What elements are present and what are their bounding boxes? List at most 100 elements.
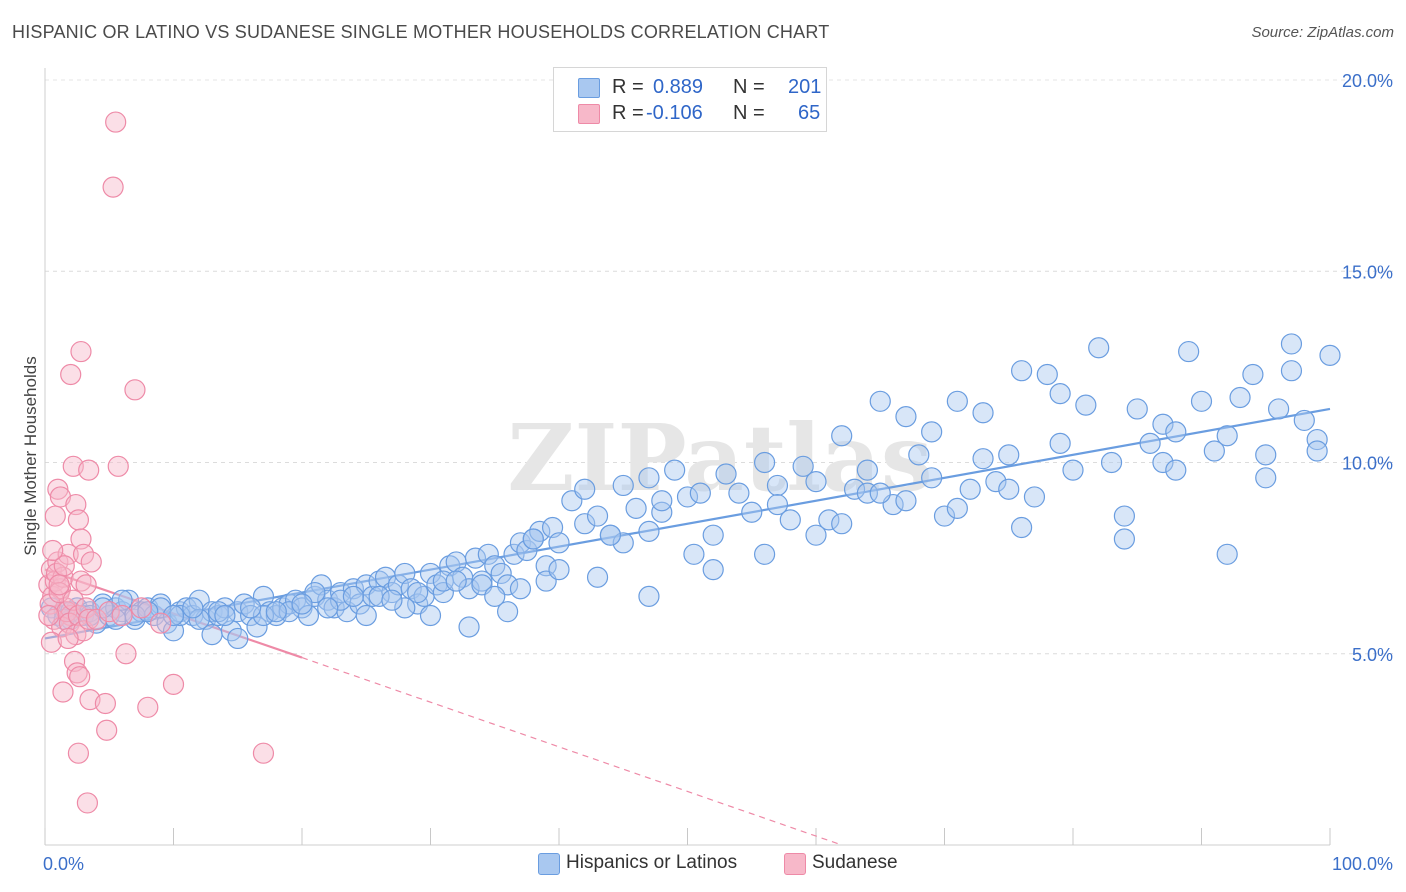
data-point bbox=[805, 471, 827, 493]
data-point bbox=[972, 448, 994, 470]
data-point bbox=[233, 593, 255, 615]
data-points bbox=[38, 111, 1341, 814]
bottom-legend-label-hispanic: Hispanics or Latinos bbox=[566, 852, 738, 873]
data-point bbox=[753, 451, 776, 474]
data-point bbox=[182, 597, 204, 619]
data-point bbox=[753, 543, 776, 565]
data-point bbox=[265, 601, 287, 623]
data-point bbox=[715, 463, 737, 485]
data-point bbox=[70, 340, 92, 363]
data-point bbox=[779, 509, 801, 531]
data-point bbox=[998, 478, 1020, 500]
data-point bbox=[105, 111, 127, 133]
data-point bbox=[998, 444, 1020, 466]
data-point bbox=[728, 482, 750, 504]
data-point bbox=[246, 616, 268, 638]
data-point bbox=[856, 459, 879, 481]
data-point bbox=[368, 585, 390, 607]
data-point bbox=[818, 509, 840, 531]
data-point bbox=[92, 597, 114, 619]
data-point bbox=[38, 604, 60, 627]
data-point bbox=[638, 520, 660, 542]
source-label: Source: ZipAtlas.com bbox=[1251, 24, 1394, 41]
data-point bbox=[252, 742, 275, 764]
data-point bbox=[85, 608, 108, 630]
data-point bbox=[1178, 340, 1200, 363]
data-point bbox=[67, 509, 90, 531]
data-point bbox=[355, 604, 377, 627]
data-point bbox=[1306, 428, 1328, 451]
data-point bbox=[676, 486, 699, 508]
data-point bbox=[98, 601, 120, 623]
series-hispanic bbox=[40, 333, 1341, 650]
data-point bbox=[40, 631, 63, 653]
data-point bbox=[683, 543, 705, 565]
data-point bbox=[214, 604, 236, 627]
data-point bbox=[612, 532, 634, 554]
data-point bbox=[188, 608, 210, 630]
data-point bbox=[458, 578, 480, 600]
data-point bbox=[516, 539, 538, 562]
data-point bbox=[959, 478, 981, 500]
data-point bbox=[317, 597, 339, 619]
data-point bbox=[509, 578, 532, 600]
data-point bbox=[1152, 451, 1174, 474]
data-point bbox=[638, 585, 660, 607]
legend-r-label: R = bbox=[612, 76, 644, 98]
data-point bbox=[1190, 390, 1213, 412]
data-point bbox=[278, 601, 300, 623]
data-point bbox=[162, 604, 185, 627]
data-point bbox=[477, 543, 499, 565]
data-point bbox=[44, 505, 66, 527]
data-point bbox=[792, 455, 814, 477]
data-point bbox=[72, 543, 95, 565]
data-point bbox=[1062, 459, 1084, 481]
data-point bbox=[766, 493, 789, 516]
data-point bbox=[96, 719, 118, 741]
bottom-legend-swatch-sudanese bbox=[784, 853, 806, 875]
data-point bbox=[1152, 413, 1174, 435]
data-point bbox=[78, 459, 100, 481]
data-point bbox=[522, 528, 544, 550]
data-point bbox=[48, 574, 70, 596]
data-point bbox=[689, 482, 711, 504]
data-point bbox=[464, 547, 487, 569]
data-point bbox=[94, 692, 116, 715]
trend-lines bbox=[44, 407, 1331, 846]
data-point bbox=[490, 562, 512, 585]
data-point bbox=[548, 532, 570, 554]
legend-box: R = 0.889 N = 201 R = -0.106 N = 65 bbox=[553, 67, 827, 132]
data-point bbox=[921, 467, 943, 489]
data-point bbox=[240, 597, 262, 619]
data-point bbox=[1229, 386, 1251, 409]
tick-labels: 5.0% 10.0% 15.0% 20.0% 0.0% 100.0% bbox=[43, 71, 1393, 874]
bottom-legend-label-sudanese: Sudanese bbox=[812, 852, 898, 873]
data-point bbox=[612, 474, 634, 497]
data-point bbox=[702, 524, 724, 546]
data-point bbox=[1306, 440, 1328, 462]
data-point bbox=[162, 673, 185, 695]
data-point bbox=[394, 597, 416, 619]
chart-title: HISPANIC OR LATINO VS SUDANESE SINGLE MO… bbox=[12, 22, 830, 42]
data-point bbox=[933, 505, 956, 527]
data-point bbox=[42, 539, 64, 562]
data-point bbox=[57, 627, 79, 650]
data-point bbox=[102, 176, 124, 198]
data-point bbox=[574, 513, 596, 535]
data-point bbox=[458, 616, 480, 638]
data-point bbox=[207, 601, 230, 623]
y-tick-label: 10.0% bbox=[1342, 454, 1393, 474]
watermark: ZIPatlas bbox=[507, 404, 932, 512]
data-point bbox=[856, 482, 879, 504]
data-point bbox=[1023, 486, 1046, 508]
data-point bbox=[137, 696, 159, 718]
x-tick-label-min: 0.0% bbox=[43, 854, 84, 874]
data-point bbox=[574, 478, 596, 500]
trend-line-sudanese bbox=[44, 568, 303, 659]
data-point bbox=[548, 558, 570, 581]
data-point bbox=[869, 390, 891, 412]
data-point bbox=[1165, 421, 1187, 443]
data-point bbox=[124, 379, 146, 401]
legend-n-value-hispanic: 201 bbox=[788, 76, 822, 98]
